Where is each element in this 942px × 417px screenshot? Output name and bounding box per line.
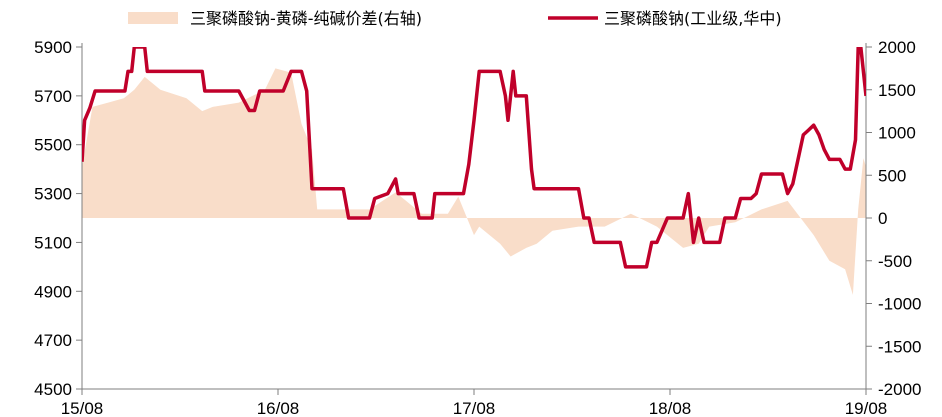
- right-tick-label: 1000: [878, 124, 916, 143]
- right-tick-label: -1000: [878, 295, 921, 314]
- price-line: [82, 47, 866, 269]
- left-tick-label: 4700: [34, 331, 72, 350]
- right-tick-label: 0: [878, 209, 887, 228]
- right-tick-label: -1500: [878, 337, 921, 356]
- spread-area-layer: [82, 68, 866, 295]
- x-tick-label: 18/08: [649, 399, 692, 417]
- left-tick-label: 4900: [34, 282, 72, 301]
- legend: 三聚磷酸钠-黄磷-纯碱价差(右轴) 三聚磷酸钠(工业级,华中): [128, 9, 782, 28]
- left-tick-label: 5500: [34, 136, 72, 155]
- left-tick-label: 5100: [34, 233, 72, 252]
- left-tick-label: 4500: [34, 380, 72, 399]
- x-tick-label: 19/08: [845, 399, 888, 417]
- x-tick-label: 17/08: [453, 399, 496, 417]
- x-tick-label: 15/08: [61, 399, 104, 417]
- right-tick-label: -2000: [878, 380, 921, 399]
- legend-area-swatch: [128, 12, 178, 24]
- legend-label-price: 三聚磷酸钠(工业级,华中): [604, 9, 782, 28]
- spread-area: [82, 68, 866, 295]
- right-tick-label: -500: [878, 252, 912, 271]
- right-tick-label: 500: [878, 166, 906, 185]
- left-tick-label: 5700: [34, 87, 72, 106]
- tick-label-layer: 4500 4700 4900 5100 5300 5500 5700 5900 -2000 -15…: [34, 38, 921, 417]
- right-tick-label: 2000: [878, 38, 916, 57]
- legend-label-spread: 三聚磷酸钠-黄磷-纯碱价差(右轴): [190, 9, 422, 28]
- x-tick-label: 16/08: [257, 399, 300, 417]
- axis-layer: [76, 43, 872, 395]
- right-tick-label: 1500: [878, 81, 916, 100]
- left-tick-label: 5300: [34, 185, 72, 204]
- left-tick-label: 5900: [34, 38, 72, 57]
- price-line-layer: [82, 47, 866, 269]
